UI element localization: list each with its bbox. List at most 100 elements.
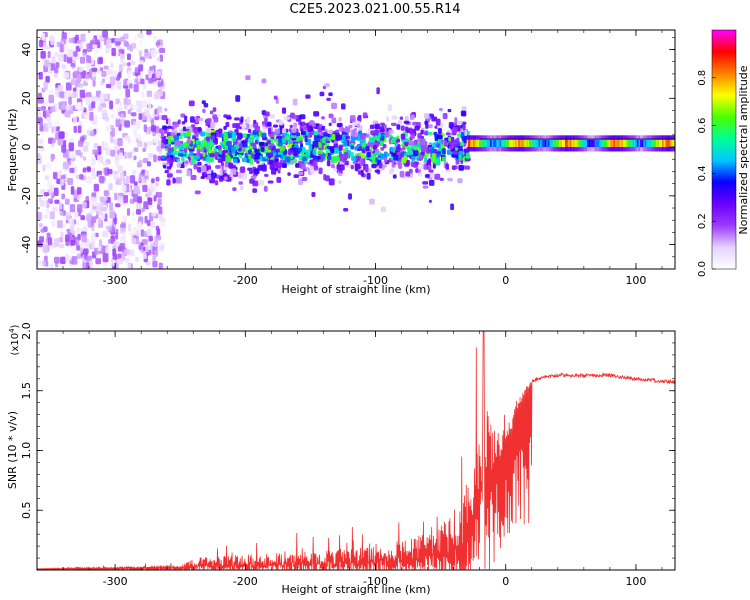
heatmap-cell: [60, 231, 64, 238]
heatmap-cell: [105, 47, 110, 54]
heatmap-cell: [197, 161, 202, 166]
heatmap-cell: [102, 230, 108, 238]
heatmap-cell: [48, 94, 55, 104]
heatmap-cell: [267, 121, 272, 127]
heatmap-cell: [188, 100, 195, 107]
heatmap-cell: [289, 124, 293, 129]
heatmap-cell: [450, 203, 455, 211]
heatmap-cell: [403, 120, 410, 124]
heatmap-cell: [61, 193, 65, 200]
heatmap-cell: [654, 139, 657, 148]
heatmap-cell: [311, 192, 316, 197]
heatmap-cell: [58, 202, 63, 210]
heatmap-cell: [299, 121, 306, 126]
heatmap-cell: [184, 142, 188, 149]
heatmap-cell: [77, 140, 84, 147]
heatmap-cell: [149, 66, 154, 71]
heatmap-cell: [313, 131, 319, 136]
heatmap-cell: [42, 243, 49, 253]
heatmap-cell: [282, 128, 287, 134]
heatmap-cell: [38, 117, 43, 126]
heatmap-cell: [69, 225, 75, 233]
heatmap-cell: [158, 244, 163, 252]
heatmap-cell: [65, 132, 69, 138]
heatmap-cell: [91, 72, 96, 78]
heatmap-cell: [77, 125, 82, 134]
heatmap-cell: [348, 193, 352, 200]
heatmap-cell: [163, 129, 168, 134]
heatmap-cell: [71, 248, 76, 254]
heatmap-cell: [660, 139, 663, 148]
heatmap-cell: [436, 143, 440, 148]
heatmap-cell: [106, 225, 112, 231]
heatmap-cell: [97, 57, 103, 65]
heatmap-cell: [201, 165, 207, 172]
heatmap-cell: [142, 253, 147, 259]
heatmap-cell: [69, 204, 76, 213]
heatmap-cell: [410, 134, 415, 140]
heatmap-cell: [370, 130, 375, 136]
heatmap-cell: [143, 230, 147, 238]
page-title: C2E5.2023.021.00.55.R14: [289, 2, 461, 17]
heatmap-cell: [85, 255, 92, 262]
heatmap-cell: [651, 139, 654, 148]
heatmap-cell: [217, 114, 221, 118]
heatmap-cell: [135, 100, 142, 106]
heatmap-cell: [93, 143, 99, 149]
heatmap-cell: [85, 96, 91, 106]
heatmap-cell: [507, 139, 510, 148]
heatmap-cell: [397, 144, 401, 150]
heatmap-cell: [305, 166, 309, 171]
heatmap-cell: [75, 174, 80, 179]
heatmap-cell: [582, 139, 585, 148]
heatmap-cell: [331, 102, 338, 110]
heatmap-cell: [374, 169, 380, 173]
heatmap-cell: [113, 241, 119, 248]
heatmap-cell: [669, 139, 672, 148]
heatmap-cell: [248, 137, 254, 145]
heatmap-cell: [65, 211, 71, 221]
heatmap-cell: [70, 153, 77, 159]
heatmap-cell: [274, 158, 279, 163]
heatmap-cell: [260, 147, 265, 152]
heatmap-cell: [85, 262, 90, 269]
heatmap-cell: [163, 138, 169, 145]
heatmap-cell: [127, 263, 132, 269]
heatmap-cell: [221, 143, 225, 148]
heatmap-cell: [146, 161, 151, 167]
heatmap-cell: [306, 125, 311, 133]
heatmap-cell: [146, 90, 153, 98]
heatmap-cell: [472, 139, 476, 148]
heatmap-cell: [124, 120, 130, 128]
bottom-x-axis-label: Height of straight line (km): [281, 583, 430, 596]
heatmap-cell: [118, 152, 124, 160]
heatmap-cell: [91, 101, 96, 109]
heatmap-cell: [590, 139, 593, 148]
heatmap-cell: [451, 165, 458, 170]
heatmap-cell: [335, 134, 341, 141]
heatmap-cell: [59, 44, 64, 53]
heatmap-cell: [237, 154, 242, 158]
heatmap-cell: [131, 169, 137, 175]
heatmap-cell: [269, 114, 275, 119]
heatmap-cell: [140, 78, 145, 85]
heatmap-cell: [45, 208, 50, 214]
heatmap-cell: [134, 104, 139, 110]
heatmap-cell: [67, 48, 74, 58]
heatmap-cell: [138, 159, 143, 165]
y-tick-label: 0: [20, 144, 33, 151]
heatmap-cell: [185, 130, 191, 137]
heatmap-cell: [354, 146, 358, 151]
heatmap-cell: [127, 137, 132, 144]
heatmap-cell: [246, 116, 251, 123]
heatmap-cell: [79, 243, 85, 248]
heatmap-cell: [153, 195, 157, 202]
heatmap-cell: [577, 139, 580, 148]
heatmap-cell: [535, 139, 538, 148]
heatmap-cell: [115, 263, 119, 269]
heatmap-cell: [146, 220, 151, 227]
heatmap-cell: [350, 145, 355, 150]
heatmap-cell: [72, 51, 78, 57]
heatmap-cell: [138, 113, 143, 120]
heatmap-cell: [83, 248, 89, 255]
